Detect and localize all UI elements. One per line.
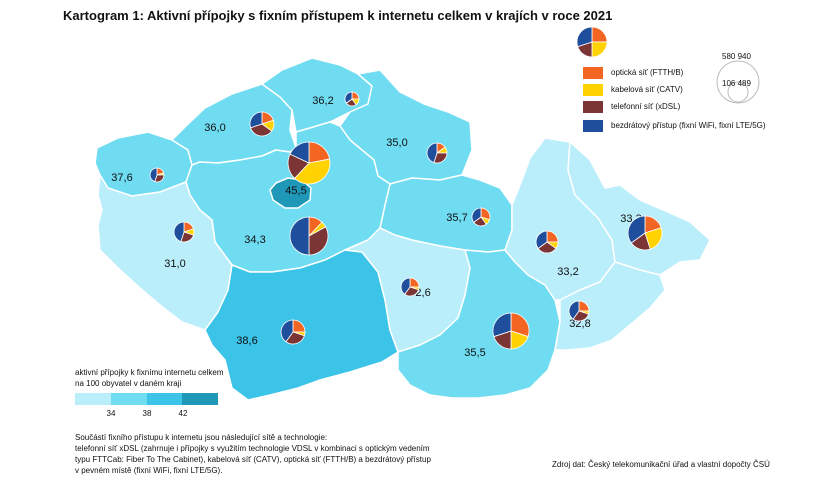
region-value-karlovarsky: 37,6: [111, 172, 132, 184]
pie-liberecky: [344, 91, 360, 107]
size-legend-small-circle: [727, 81, 749, 103]
region-value-kralovehradecky: 35,0: [386, 137, 407, 149]
pie-karlovarsky-slice-wireless: [149, 167, 158, 183]
region-value-zlinsky: 32,8: [569, 318, 590, 330]
data-source: Zdroj dat: Český telekomunikační úřad a …: [552, 460, 770, 469]
technology-note: Součástí fixního přístupu k internetu js…: [75, 432, 535, 476]
class-break-34: 34: [106, 409, 116, 418]
pie-praha: [287, 141, 331, 185]
size-legend-max: 580 940: [722, 52, 751, 61]
region-value-jihomoravsky: 35,5: [464, 347, 485, 359]
pie-kralovehradecky: [426, 142, 448, 164]
region-value-ustecky: 36,0: [204, 122, 225, 134]
pie-moravskoslezsky: [627, 215, 663, 251]
pie-olomoucky: [535, 230, 559, 254]
class-swatch-4: [182, 393, 218, 405]
note-line: telefonní síť xDSL (zahrnuje i přípojky …: [75, 444, 430, 453]
pie-ustecky-slice-xdsl: [250, 123, 273, 137]
pie-pardubicky-slice-wireless: [471, 207, 482, 223]
region-value-plzensky: 31,0: [164, 258, 185, 270]
map-title: Kartogram 1: Aktivní přípojky s fixním p…: [63, 8, 613, 23]
legend-pie: [576, 26, 608, 58]
legend-pie-slice-catv: [591, 41, 608, 58]
legend-pie-slice-ftth: [591, 26, 608, 43]
region-value-liberecky: 36,2: [312, 95, 333, 107]
region-zlinsky[interactable]: [554, 261, 666, 351]
legend-swatch-ftth: [583, 67, 603, 79]
pie-jihocesky-slice-wireless: [280, 319, 294, 343]
region-value-praha: 45,5: [285, 185, 306, 197]
class-swatch-3: [146, 393, 183, 405]
pie-zlinsky-slice-wireless: [568, 300, 580, 320]
pie-vysocina: [400, 277, 420, 297]
pie-olomoucky-slice-wireless: [535, 230, 548, 250]
pie-plzensky-slice-wireless: [173, 221, 185, 243]
region-moravskoslezsky[interactable]: [567, 141, 711, 276]
class-legend-title: aktivní přípojky k fixnímu internetu cel…: [75, 368, 224, 388]
pie-ustecky-slice-wireless: [249, 111, 263, 129]
legend-swatch-catv: [583, 84, 603, 96]
pie-jihomoravsky: [492, 312, 530, 350]
class-swatch-2: [110, 393, 147, 405]
pie-jihomoravsky-slice-wireless: [492, 312, 512, 338]
pie-kralovehradecky-slice-wireless: [426, 142, 438, 164]
pie-pardubicky: [471, 207, 491, 227]
legend-pie-icon: [576, 26, 608, 58]
class-swatch-1: [75, 393, 111, 405]
legend-label-wireless: bezdrátový přístup (fixní WiFi, fixní LT…: [611, 121, 766, 130]
size-legend-min: 106 489: [722, 79, 751, 88]
pie-ustecky: [249, 111, 275, 137]
class-legend-bar: [75, 393, 218, 405]
class-break-38: 38: [142, 409, 152, 418]
pie-karlovarsky: [149, 167, 165, 183]
region-value-stredocesky: 34,3: [244, 234, 265, 246]
legend-swatch-xdsl: [583, 101, 603, 113]
pie-jihomoravsky-slice-ftth: [510, 312, 530, 338]
note-line: typu FTTCab: Fiber To The Cabinet), kabe…: [75, 455, 431, 464]
note-line: Součástí fixního přístupu k internetu js…: [75, 433, 328, 442]
pie-plzensky: [173, 221, 195, 243]
pie-moravskoslezsky-slice-wireless: [627, 215, 646, 244]
region-value-pardubicky: 35,7: [446, 212, 467, 224]
pie-zlinsky: [568, 300, 590, 322]
class-break-42: 42: [178, 409, 188, 418]
pie-stredocesky-slice-wireless: [289, 216, 310, 256]
legend-label-ftth: optická síť (FTTH/B): [611, 68, 684, 77]
size-legend-large-circle: [716, 60, 760, 104]
region-value-jihocesky: 38,6: [236, 335, 257, 347]
legend-label-xdsl: telefonní síť (xDSL): [611, 102, 681, 111]
region-value-olomoucky: 33,2: [557, 266, 578, 278]
pie-liberecky-slice-wireless: [344, 91, 353, 104]
pie-stredocesky-slice-xdsl: [308, 226, 329, 256]
note-line: v pevném místě (fixní WiFi, fixní LTE/5G…: [75, 466, 223, 475]
pie-jihocesky: [280, 319, 306, 345]
pie-vysocina-slice-wireless: [400, 277, 411, 295]
legend-swatch-wireless: [583, 120, 603, 132]
pie-stredocesky: [289, 216, 329, 256]
legend-pie-slice-wireless: [576, 26, 593, 48]
pie-praha-slice-wireless: [289, 141, 310, 164]
legend-label-catv: kabelová síť (CATV): [611, 85, 683, 94]
pie-praha-slice-catv: [294, 158, 331, 185]
